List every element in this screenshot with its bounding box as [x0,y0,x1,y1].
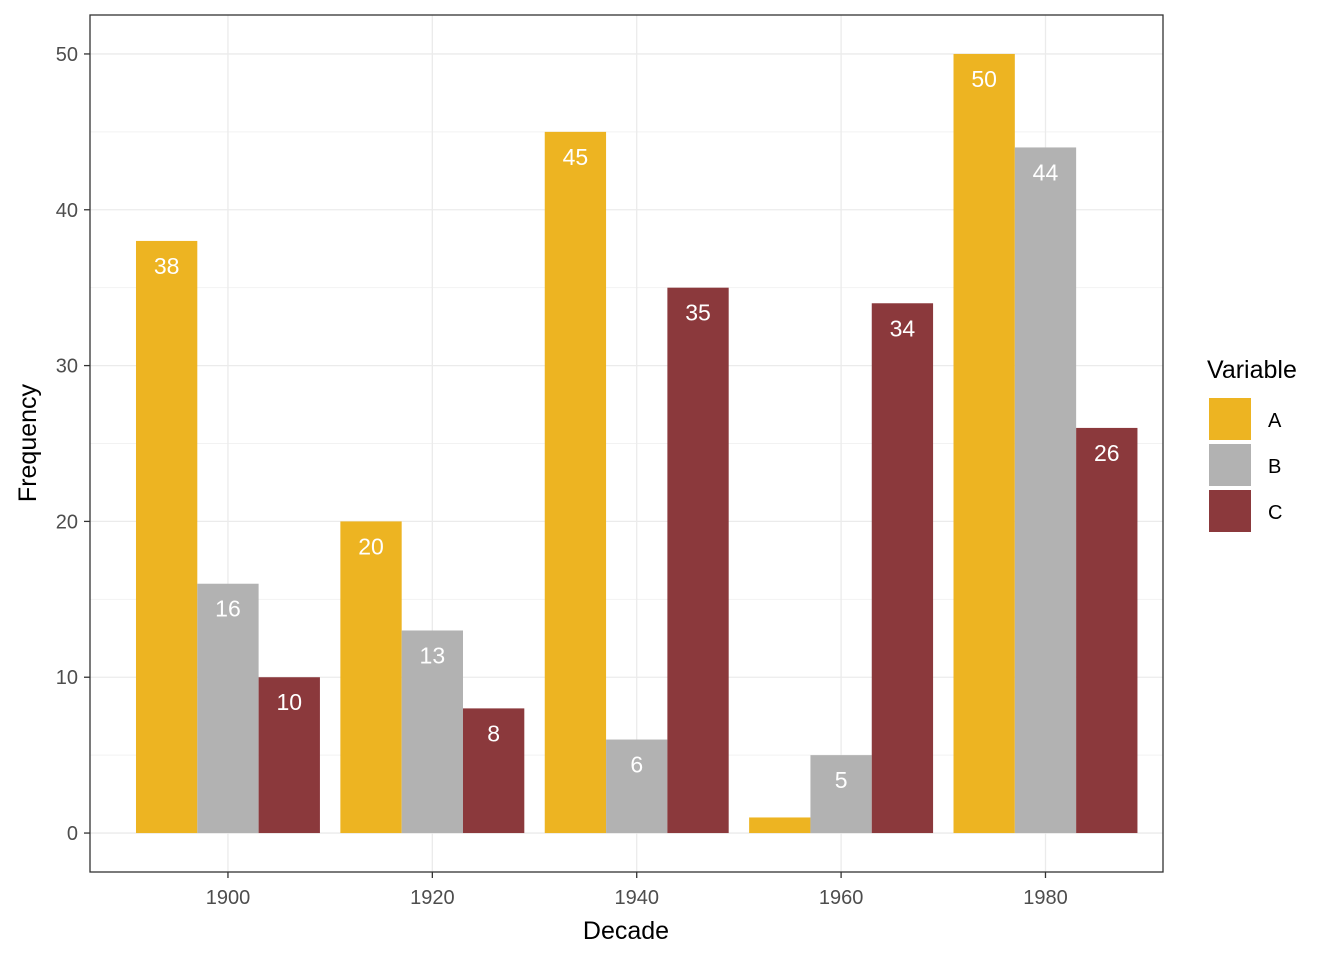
bar-B [401,630,463,834]
bar-value-label: 38 [154,253,180,279]
y-tick-label: 40 [56,200,78,222]
bar-value-label: 50 [971,66,997,92]
bar-value-label: 26 [1094,440,1120,466]
x-tick-label: 1920 [410,887,455,909]
legend-key-A [1209,398,1251,440]
data-labels: 38 20 45 1 50 16 13 6 5 44 10 8 35 34 26 [154,66,1120,856]
bar-A [340,521,402,834]
bar-value-label: 13 [420,642,446,668]
bar-C [462,708,525,834]
bar-value-label: 20 [358,533,384,559]
bar-value-label: 10 [276,689,302,715]
y-tick-label: 20 [56,511,78,533]
bar-B [1014,147,1077,834]
x-tick-label: 1980 [1023,887,1068,909]
legend-key-C [1209,490,1251,532]
legend: Variable A B C [1207,356,1297,532]
bar-value-label: 45 [563,144,589,170]
bar-B [197,583,259,834]
legend-label-B: B [1268,456,1281,478]
bar-value-label: 34 [890,315,916,341]
plot-panel-border [89,14,1164,873]
y-axis-title: Frequency [14,383,42,502]
bar-C [871,303,934,834]
axes: 0 10 20 30 40 50 1900 1920 1940 1960 1980 [56,44,1068,909]
bar-value-label: 5 [835,767,848,793]
bar-value-label: 16 [215,596,241,622]
legend-label-C: C [1268,502,1282,524]
bar-A [135,240,198,834]
bar-value-label: 6 [630,752,643,778]
y-tick-label: 50 [56,44,78,66]
bar-A [544,131,607,834]
x-tick-label: 1900 [206,887,251,909]
legend-label-A: A [1268,410,1282,432]
bar-A [953,53,1015,834]
bar-C [258,677,320,834]
y-tick-label: 30 [56,356,78,378]
legend-items: A B C [1209,398,1282,532]
x-tick-label: 1960 [819,887,864,909]
bar-C [667,287,729,834]
bar-A [749,817,811,834]
y-tick-label: 10 [56,667,78,689]
bar-B [810,755,872,834]
bar-value-label: 8 [487,720,500,746]
bar-C [1076,427,1138,834]
legend-title: Variable [1207,356,1297,384]
y-tick-label: 0 [67,823,78,845]
x-axis-title: Decade [583,917,669,945]
bar-value-label: 1 [773,829,786,855]
bar-value-label: 44 [1033,159,1059,185]
x-tick-label: 1940 [614,887,659,909]
bar-B [606,739,668,834]
legend-key-B [1209,444,1251,486]
bars [135,53,1138,834]
bar-value-label: 35 [685,300,711,326]
